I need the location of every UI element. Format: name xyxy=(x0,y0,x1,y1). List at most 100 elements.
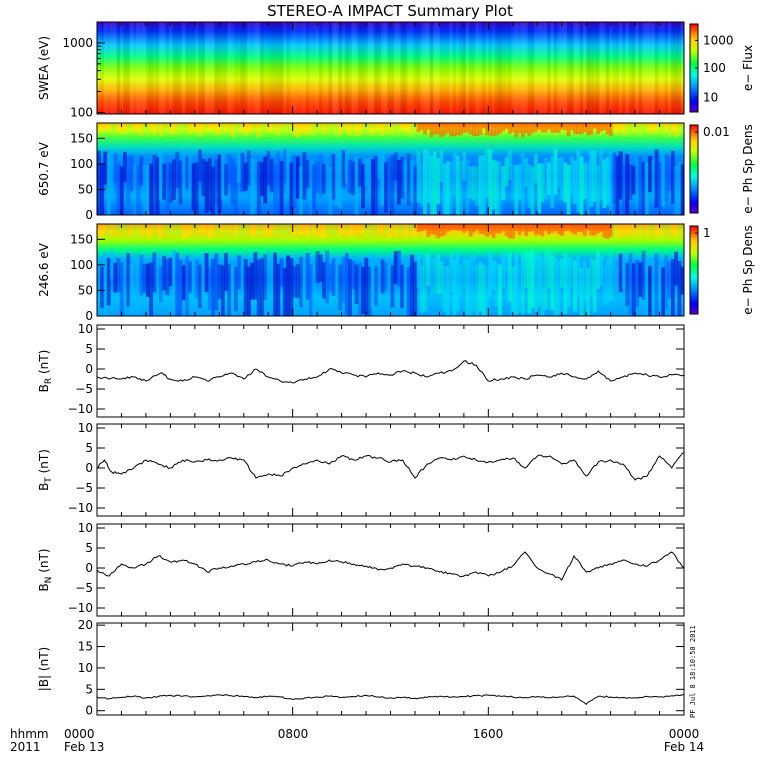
heatmap-cell xyxy=(145,263,150,297)
heatmap-cell xyxy=(560,259,564,288)
heatmap-cell xyxy=(178,224,183,236)
x-date-label-end: Feb 14 xyxy=(664,740,704,754)
heatmap-cell xyxy=(357,123,362,135)
heatmap-cell xyxy=(374,224,379,236)
heatmap-cell xyxy=(214,253,219,311)
heatmap-cell xyxy=(560,156,564,201)
heatmap-cell xyxy=(462,123,467,133)
heatmap-cell xyxy=(390,224,395,232)
heatmap-cell xyxy=(282,22,287,114)
heatmap-cell xyxy=(527,164,532,208)
heatmap-cell xyxy=(331,123,336,131)
heatmap-cell xyxy=(622,163,626,213)
heatmap-cell xyxy=(126,22,131,114)
heatmap-cell xyxy=(507,224,512,239)
heatmap-cell xyxy=(589,150,594,207)
heatmap-cell xyxy=(286,224,291,237)
heatmap-cell xyxy=(256,22,261,114)
heatmap-cell xyxy=(397,123,401,137)
heatmap-cell xyxy=(325,22,329,114)
heatmap-cell xyxy=(364,123,369,133)
heatmap-cell xyxy=(514,123,519,138)
heatmap-cell xyxy=(338,123,343,134)
heatmap-cell xyxy=(318,22,323,114)
heatmap-cell xyxy=(586,161,591,215)
heatmap-cell xyxy=(142,164,147,215)
heatmap-cell xyxy=(511,123,516,133)
x-tick-label-0800: 0800 xyxy=(278,727,309,741)
heatmap-cell xyxy=(680,224,684,238)
heatmap-cell xyxy=(299,123,304,135)
heatmap-cell xyxy=(276,123,281,136)
heatmap-cell xyxy=(511,164,516,201)
heatmap-cell xyxy=(149,22,153,114)
heatmap-cell xyxy=(445,265,450,316)
heatmap-cell xyxy=(674,224,679,236)
generation-stamp: PF Jul 8 18:10:50 2011 xyxy=(689,625,697,718)
heatmap-cell xyxy=(361,164,366,209)
heatmap-cell xyxy=(556,260,561,315)
heatmap-cell xyxy=(602,159,607,209)
heatmap-cell xyxy=(608,151,613,215)
heatmap-cell xyxy=(230,265,235,316)
heatmap-cell xyxy=(553,148,558,195)
heatmap-cell xyxy=(286,123,291,131)
heatmap-cell xyxy=(351,224,356,236)
pad246-y-axis-label: 246.6 eV xyxy=(37,242,51,297)
heatmap-cell xyxy=(377,22,382,114)
heatmap-cell xyxy=(367,22,372,114)
heatmap-cell xyxy=(136,257,140,314)
heatmap-cell xyxy=(152,123,157,135)
heatmap-cell xyxy=(302,224,307,231)
heatmap-cell xyxy=(97,150,101,215)
heatmap-cell xyxy=(224,252,229,291)
heatmap-cell xyxy=(520,224,525,232)
heatmap-cell xyxy=(168,162,173,203)
heatmap-cell xyxy=(253,252,258,300)
bt-y-label-main: B xyxy=(37,483,51,491)
heatmap-cell xyxy=(220,123,225,134)
heatmap-cell xyxy=(344,22,349,114)
heatmap-cell xyxy=(119,123,124,135)
heatmap-cell xyxy=(670,224,675,236)
heatmap-cell xyxy=(579,156,584,215)
heatmap-cell xyxy=(670,123,675,135)
heatmap-cell xyxy=(576,22,581,114)
heatmap-cell xyxy=(592,123,597,129)
pad650-colorbar-tick-label: 0.01 xyxy=(703,125,730,139)
heatmap-cell xyxy=(158,149,163,201)
heatmap-cell xyxy=(348,160,352,194)
pad650-y-tick-label: 100 xyxy=(70,157,93,171)
heatmap-cell xyxy=(501,254,506,289)
heatmap-cell xyxy=(615,22,620,114)
heatmap-cell xyxy=(97,257,101,289)
heatmap-cell xyxy=(233,224,238,236)
heatmap-cell xyxy=(145,22,150,114)
heatmap-cell xyxy=(240,260,245,292)
heatmap-cell xyxy=(348,123,352,136)
heatmap-cell xyxy=(468,166,473,199)
heatmap-cell xyxy=(354,224,359,230)
heatmap-cell xyxy=(618,224,623,235)
heatmap-cell xyxy=(198,123,202,137)
heatmap-cell xyxy=(667,123,672,138)
heatmap-cell xyxy=(406,153,411,206)
heatmap-cell xyxy=(644,123,649,133)
heatmap-cell xyxy=(145,224,150,239)
heatmap-cell xyxy=(472,166,476,201)
heatmap-cell xyxy=(136,123,140,131)
heatmap-cell xyxy=(273,163,277,210)
bmag-series-line xyxy=(96,694,685,705)
heatmap-cell xyxy=(586,268,591,316)
heatmap-cell xyxy=(181,123,186,135)
heatmap-cell xyxy=(220,22,225,114)
heatmap-cell xyxy=(599,256,604,286)
heatmap-cell xyxy=(348,259,352,316)
heatmap-cell xyxy=(217,264,222,300)
heatmap-cell xyxy=(361,22,365,114)
heatmap-cell xyxy=(589,257,594,296)
panel-swea: 1000 100 SWEA (eV) 1000 100 10 e− Flux xyxy=(37,21,755,119)
heatmap-cell xyxy=(165,123,170,131)
heatmap-cell xyxy=(537,224,542,235)
swea-colorbar-label: e− Flux xyxy=(741,45,755,91)
